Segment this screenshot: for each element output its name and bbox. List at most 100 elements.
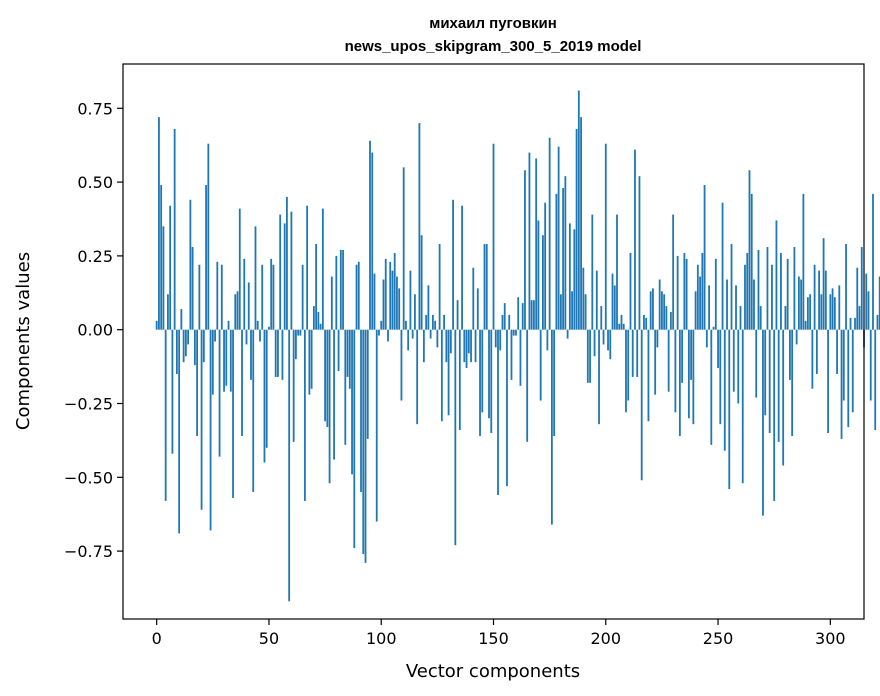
bar-153 [499,329,502,351]
bar-42 [250,329,252,380]
bar-280 [784,306,787,330]
bar-262 [744,264,746,330]
bar-288 [802,193,805,330]
bar-229 [669,311,672,330]
bar-63 [297,329,300,336]
bar-311 [854,317,856,330]
bar-187 [575,128,578,330]
bar-313 [858,306,861,330]
bar-266 [753,279,755,330]
bar-81 [337,329,340,372]
bar-151 [494,329,497,348]
bar-72 [317,311,320,330]
bar-4 [164,329,167,501]
bar-199 [602,329,605,345]
bar-53 [274,329,277,377]
bar-248 [712,326,715,330]
bar-285 [795,329,798,345]
bar-122 [429,329,432,339]
bar-256 [730,244,733,330]
bar-240 [694,291,697,330]
bar-211 [629,252,632,330]
bar-102 [384,258,387,330]
bar-146 [483,244,486,330]
bar-89 [355,264,358,330]
y-tick-label: 0.75 [77,99,113,118]
bar-112 [407,329,410,351]
x-tick-label: 300 [815,629,846,648]
bar-277 [777,329,780,442]
bar-275 [773,329,776,501]
bar-101 [382,279,385,330]
bar-172 [542,235,544,330]
x-tick-label: 150 [478,629,509,648]
chart-title: михаил пуговкин [429,15,557,32]
bar-12 [182,329,185,363]
bar-309 [849,317,852,330]
bar-79 [333,329,335,460]
bar-111 [405,320,407,330]
bar-59 [288,329,291,602]
bar-319 [872,193,874,330]
bar-61 [292,329,295,442]
bar-306 [842,329,845,401]
bar-49 [265,329,268,448]
bar-36 [236,291,239,330]
bar-305 [840,329,843,439]
bar-190 [582,267,585,330]
bar-164 [524,170,526,330]
bar-67 [306,205,309,330]
bar-100 [380,320,383,330]
bar-29 [220,264,223,330]
bar-90 [357,261,360,330]
bar-188 [577,90,580,330]
bar-302 [833,297,836,330]
bar-106 [393,252,396,330]
bar-75 [324,329,326,422]
bar-235 [683,252,686,330]
bar-273 [768,329,771,434]
chart-subtitle: news_upos_skipgram_300_5_2019 model [345,38,642,55]
bar-138 [465,329,468,369]
bar-160 [515,329,517,336]
bar-303 [836,329,838,374]
bar-163 [521,303,524,330]
bar-62 [295,329,297,360]
bar-125 [436,329,439,348]
bar-157 [508,314,511,330]
bar-132 [452,199,454,330]
bar-35 [234,294,237,330]
bar-114 [411,329,414,339]
bar-296 [820,294,823,330]
bar-181 [562,187,565,330]
bar-298 [824,270,827,330]
bar-97 [373,273,376,330]
bar-295 [818,270,820,330]
bar-207 [620,314,623,330]
y-tick-label: −0.75 [64,542,113,561]
bar-180 [559,294,562,330]
bar-204 [613,285,616,330]
bar-109 [400,329,403,401]
bar-279 [782,329,785,466]
bar-149 [490,329,493,434]
bar-39 [243,258,246,330]
bar-144 [479,329,481,436]
bar-135 [458,329,461,431]
bar-232 [676,255,679,330]
bar-71 [315,244,318,330]
bar-283 [791,329,794,436]
bar-270 [762,329,764,516]
bar-268 [757,249,760,330]
bar-230 [672,214,675,330]
bar-250 [717,329,719,369]
bar-244 [703,185,706,330]
bar-237 [687,329,690,419]
bar-222 [654,329,657,395]
bar-57 [283,223,286,330]
bar-192 [586,329,589,383]
bar-322 [878,276,880,330]
bar-290 [806,297,809,330]
bar-140 [470,329,472,363]
bar-78 [330,276,333,330]
